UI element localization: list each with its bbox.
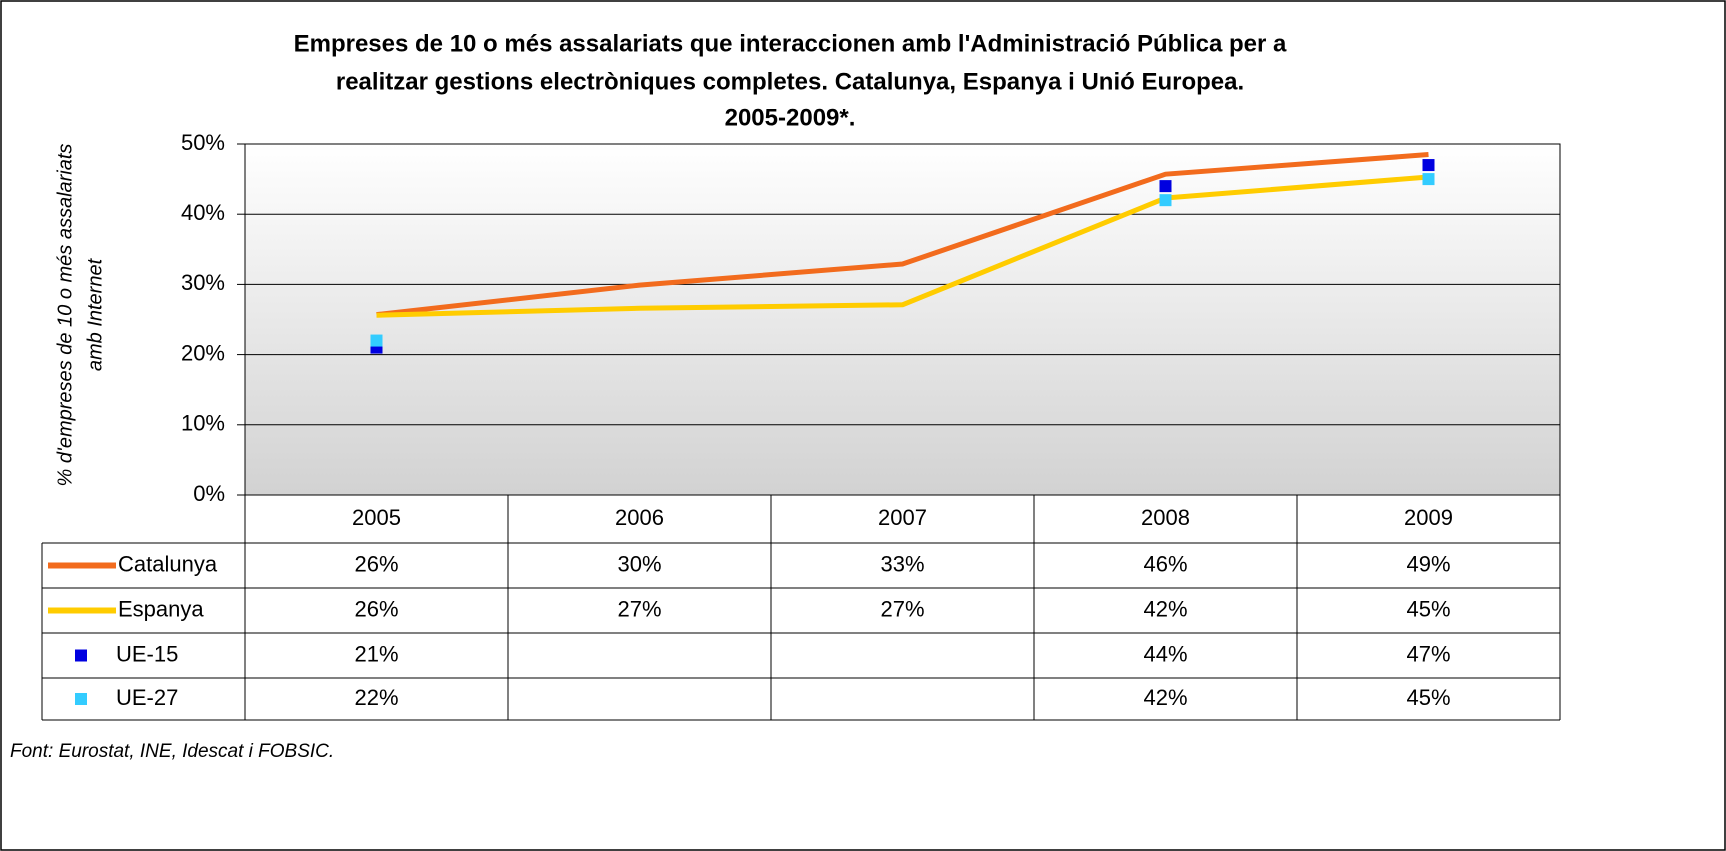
series-marker (1159, 180, 1172, 193)
y-tick-label: 40% (181, 200, 225, 225)
legend-label: UE-15 (116, 641, 178, 666)
legend-label: Catalunya (118, 551, 218, 576)
legend-key (75, 693, 87, 705)
series-line (376, 174, 1429, 318)
legend-label: UE-27 (116, 685, 178, 710)
table-value: 49% (1406, 551, 1450, 576)
source-note: Font: Eurostat, INE, Idescat i FOBSIC. (10, 741, 334, 762)
y-tick-label: 10% (181, 411, 225, 436)
legend-label: Espanya (118, 596, 204, 621)
x-tick-label: 2009 (1404, 505, 1453, 530)
table-value: 26% (354, 596, 398, 621)
table-value: 44% (1143, 641, 1187, 666)
table-value: 47% (1406, 641, 1450, 666)
plot-area (244, 143, 1561, 496)
y-tick-label: 0% (193, 481, 225, 506)
table-value: 45% (1406, 685, 1450, 710)
series-marker (1159, 194, 1172, 207)
legend-key (75, 649, 87, 662)
x-tick-label: 2007 (878, 505, 927, 530)
y-axis-label: amb Internet (84, 257, 106, 371)
table-value: 45% (1406, 596, 1450, 621)
y-axis-label: % d'empreses de 10 o més assalariats (54, 144, 76, 487)
chart-title: Empreses de 10 o més assalariats que int… (294, 30, 1287, 57)
y-tick-label: 50% (181, 130, 225, 155)
table-value: 21% (354, 641, 398, 666)
table-value: 42% (1143, 596, 1187, 621)
y-tick-label: 30% (181, 270, 225, 295)
table-value: 42% (1143, 685, 1187, 710)
table-value: 26% (354, 551, 398, 576)
table-value: 27% (617, 596, 661, 621)
x-tick-label: 2005 (352, 505, 401, 530)
x-tick-label: 2006 (615, 505, 664, 530)
chart-title: realitzar gestions electròniques complet… (336, 68, 1244, 95)
series-line (376, 152, 1429, 318)
table-value: 33% (880, 551, 924, 576)
x-tick-label: 2008 (1141, 505, 1190, 530)
series-marker (1422, 159, 1435, 172)
table-value: 27% (880, 596, 924, 621)
chart-title: 2005-2009*. (725, 104, 856, 131)
y-tick-label: 20% (181, 340, 225, 365)
series-marker (370, 334, 383, 347)
table-value: 46% (1143, 551, 1187, 576)
series-marker (1422, 173, 1435, 186)
table-value: 22% (354, 685, 398, 710)
table-value: 30% (617, 551, 661, 576)
